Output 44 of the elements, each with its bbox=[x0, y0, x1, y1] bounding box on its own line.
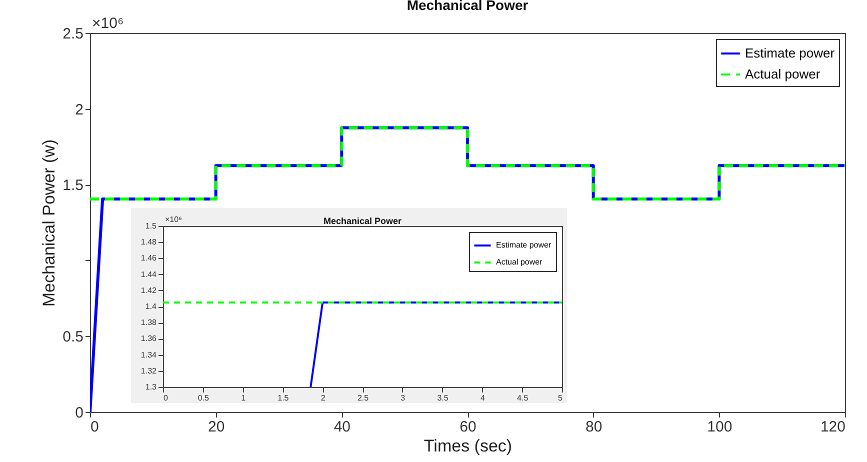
x-tick-label: 0 bbox=[164, 394, 168, 402]
x-tick-label: 40 bbox=[334, 418, 351, 436]
x-tick-label: 1 bbox=[241, 394, 246, 402]
legend-label: Actual power bbox=[745, 66, 821, 82]
x-tick-label: 3 bbox=[400, 394, 406, 402]
y-tick-label: 2.5 bbox=[62, 26, 84, 42]
y-tick-label: 1.34 bbox=[140, 350, 158, 360]
chart-title: Mechanical Power bbox=[406, 0, 529, 13]
annotation: ×10⁶ bbox=[165, 215, 182, 224]
y-tick-label: 0 bbox=[75, 404, 84, 422]
x-tick-label: 4.5 bbox=[517, 394, 529, 402]
x-tick-label: 1.5 bbox=[278, 394, 290, 402]
x-tick-label: 80 bbox=[585, 418, 602, 436]
x-tick-label: 0.5 bbox=[198, 394, 210, 402]
y-tick-label: 2 bbox=[75, 101, 84, 118]
x-tick-label: 100 bbox=[707, 418, 732, 436]
y-tick-label: 1.5 bbox=[145, 222, 158, 230]
x-tick-label: 5 bbox=[558, 394, 564, 402]
y-tick-label: 1.32 bbox=[140, 366, 158, 376]
legend-label: Estimate power bbox=[496, 240, 552, 250]
y-tick-label: 0.5 bbox=[62, 328, 84, 346]
y-tick-label: 1.38 bbox=[140, 318, 158, 328]
x-tick-label: 20 bbox=[208, 418, 225, 436]
y-tick-label: 1.5 bbox=[62, 177, 84, 194]
text: ×10⁶ bbox=[92, 15, 124, 32]
x-tick-label: 4 bbox=[480, 394, 486, 402]
x-tick-label: 2 bbox=[320, 394, 326, 402]
y-axis-title: Mechanical Power (w) bbox=[40, 139, 59, 307]
legend-label: Actual power bbox=[496, 258, 543, 266]
chart-title: Mechanical Power bbox=[323, 216, 402, 226]
x-axis-title: Times (sec) bbox=[424, 436, 512, 456]
y-tick-label: 1.42 bbox=[140, 286, 158, 295]
y-tick-label: 1.36 bbox=[140, 334, 158, 344]
y-tick-label: 1.46 bbox=[140, 254, 158, 263]
y-tick-label: 1.4 bbox=[145, 302, 158, 311]
y-tick-label: 1.44 bbox=[140, 270, 158, 279]
x-tick-label: 60 bbox=[460, 418, 476, 436]
x-tick-label: 2.5 bbox=[357, 394, 370, 402]
x-tick-label: 0 bbox=[90, 418, 99, 436]
y-tick-label: 1.48 bbox=[140, 238, 158, 247]
y-tick-label: 1.3 bbox=[145, 382, 158, 392]
x-tick-label: 3.5 bbox=[437, 394, 449, 402]
legend-label: Estimate power bbox=[745, 46, 836, 60]
x-tick-label: 120 bbox=[820, 418, 846, 436]
